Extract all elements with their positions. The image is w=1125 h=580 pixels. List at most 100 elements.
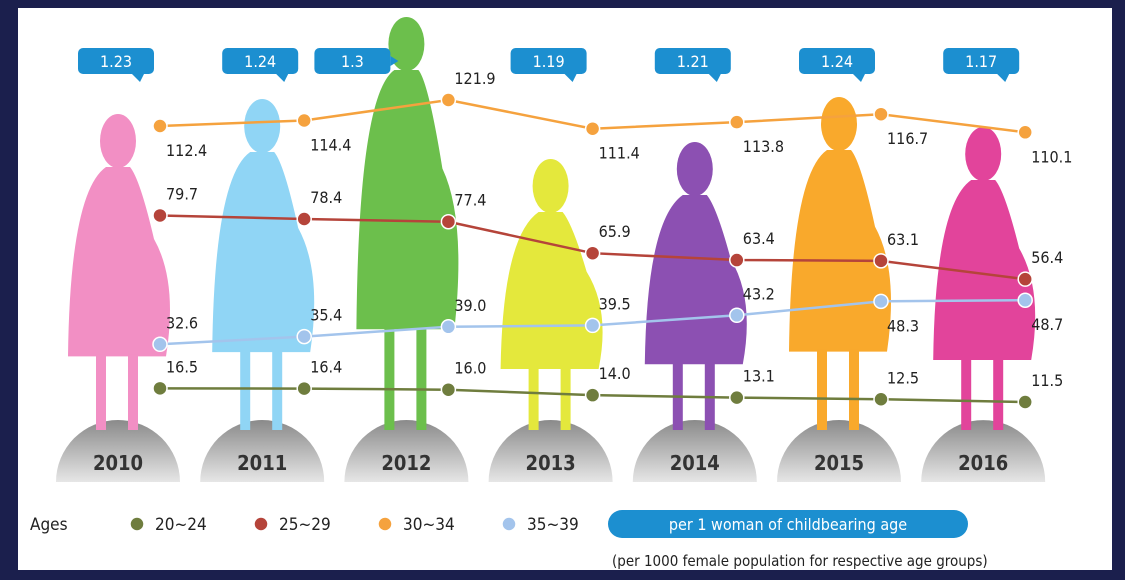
callout-pointer — [564, 74, 577, 82]
data-label: 14.0 — [599, 364, 631, 383]
data-label: 16.0 — [454, 359, 486, 378]
figure-leg — [128, 354, 138, 430]
figure-body — [644, 195, 747, 365]
figure-leg — [416, 327, 427, 430]
data-point — [440, 92, 457, 108]
fertility-callout — [78, 48, 154, 74]
figure-leg — [560, 366, 571, 430]
data-label: 114.4 — [310, 136, 351, 155]
data-label: 63.4 — [743, 229, 775, 248]
data-point — [152, 336, 168, 353]
figure-body — [789, 150, 891, 352]
figure-leg — [817, 349, 827, 430]
data-label: 39.0 — [454, 296, 486, 315]
data-point — [584, 387, 601, 403]
data-label: 112.4 — [166, 141, 207, 160]
data-point — [296, 211, 312, 227]
callout-pointer — [997, 74, 1010, 82]
legend-marker — [253, 516, 269, 532]
figure-leg — [961, 358, 972, 430]
data-label: 11.5 — [1031, 371, 1063, 390]
data-label: 48.7 — [1031, 315, 1063, 334]
data-label: 111.4 — [599, 144, 640, 163]
figure-head — [821, 97, 857, 151]
callout-pointer — [132, 74, 144, 82]
fertility-callout — [943, 48, 1020, 74]
data-label: 16.5 — [166, 357, 198, 376]
data-point — [296, 112, 312, 129]
x-tick-label: 2014 — [670, 451, 720, 475]
fertility-legend-pill — [608, 510, 968, 538]
figure-body — [933, 180, 1036, 360]
figure-leg — [528, 366, 539, 430]
legend-label: 25~29 — [279, 515, 331, 535]
data-point — [873, 253, 889, 269]
data-point — [296, 328, 312, 345]
data-point — [873, 106, 889, 122]
figures — [56, 17, 1046, 482]
data-label: 110.1 — [1031, 147, 1072, 166]
mound — [200, 420, 325, 482]
legend-marker — [501, 516, 517, 532]
data-point — [440, 213, 457, 230]
data-label: 77.4 — [454, 191, 486, 210]
x-tick-label: 2016 — [958, 451, 1008, 475]
data-label: 13.1 — [743, 367, 775, 386]
data-label: 79.7 — [166, 184, 198, 203]
legend-label: 30~34 — [403, 515, 455, 535]
figure-head — [965, 127, 1002, 181]
note: (per 1000 female population for respecti… — [612, 552, 988, 570]
data-label: 12.5 — [887, 368, 919, 387]
data-point — [729, 389, 745, 406]
fertility-label: 1.24 — [821, 52, 853, 71]
data-label: 121.9 — [454, 69, 495, 88]
fertility-label: 1.3 — [341, 52, 364, 71]
mound — [56, 420, 180, 482]
data-label: 16.4 — [310, 358, 342, 377]
legend-label: 35~39 — [527, 515, 579, 535]
data-label: 39.5 — [599, 294, 631, 313]
data-point — [440, 319, 457, 335]
data-point — [296, 380, 312, 397]
callout-pointer — [853, 74, 865, 82]
legend-title: Ages — [30, 515, 68, 535]
legend-marker — [377, 516, 393, 532]
figure-body — [356, 70, 459, 330]
legend-label: 20~24 — [155, 515, 207, 535]
data-point — [584, 245, 601, 261]
data-point — [584, 317, 601, 334]
figure-leg — [384, 327, 395, 430]
figure-leg — [272, 350, 283, 430]
fertility-label: 1.23 — [100, 52, 132, 71]
data-label: 35.4 — [310, 306, 342, 325]
fertility-legend-label: per 1 woman of childbearing age — [669, 515, 907, 534]
callout-pointer — [276, 74, 289, 82]
figure-head — [100, 114, 136, 168]
data-label: 116.7 — [887, 129, 928, 148]
figure-head — [388, 17, 425, 71]
x-tick-label: 2011 — [237, 451, 287, 475]
data-point — [1017, 124, 1033, 141]
mound — [921, 420, 1046, 482]
data-point — [729, 114, 745, 130]
figure-body — [500, 212, 603, 369]
data-label: 56.4 — [1031, 248, 1063, 267]
x-tick-label: 2015 — [814, 451, 864, 475]
figure-head — [532, 159, 569, 213]
figure-leg — [849, 349, 859, 430]
x-tick-label: 2012 — [381, 451, 431, 475]
data-point — [440, 381, 457, 398]
data-point — [152, 380, 168, 397]
figure-head — [676, 142, 713, 196]
data-point — [584, 120, 601, 137]
x-tick-label: 2013 — [526, 451, 576, 475]
fertility-callout — [654, 48, 731, 74]
mound — [488, 419, 613, 482]
figure-head — [244, 99, 281, 153]
legend-marker — [129, 516, 145, 532]
data-label: 43.2 — [743, 284, 775, 303]
figure-body — [212, 152, 315, 353]
mound — [632, 419, 757, 482]
